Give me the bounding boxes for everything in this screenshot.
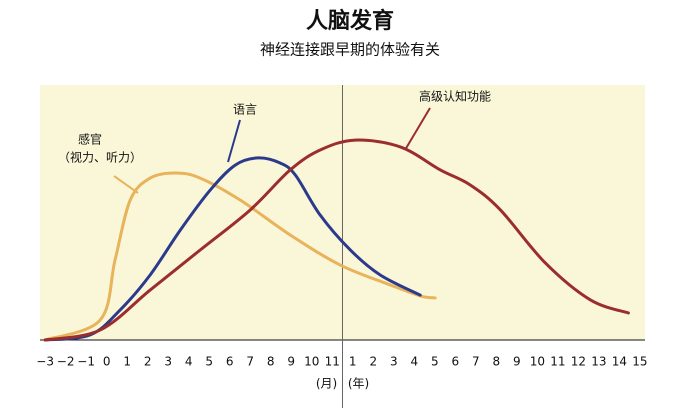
unit-label: (年) xyxy=(348,377,369,391)
series-label: 语言 xyxy=(233,103,257,117)
x-tick-label: 11 xyxy=(550,355,565,369)
x-tick-label: 8 xyxy=(492,355,500,369)
x-tick-label: 1 xyxy=(123,355,131,369)
x-tick-label: −2 xyxy=(57,355,75,369)
x-tick-label: 13 xyxy=(591,355,606,369)
x-tick-label: 10 xyxy=(304,355,319,369)
x-tick-label: 12 xyxy=(571,355,586,369)
x-tick-label: 4 xyxy=(185,355,193,369)
pointer xyxy=(113,175,139,194)
x-tick-label: 9 xyxy=(287,355,295,369)
chart-subtitle: 神经连接跟早期的体验有关 xyxy=(260,41,440,59)
line-series xyxy=(43,156,422,342)
x-tick-label: 5 xyxy=(205,355,213,369)
x-tick-label: 7 xyxy=(472,355,480,369)
x-tick-label: 2 xyxy=(144,355,152,369)
x-tick-label: 8 xyxy=(267,355,275,369)
x-tick-label: 9 xyxy=(513,355,521,369)
pointer xyxy=(227,119,241,163)
x-tick-label: −1 xyxy=(77,355,95,369)
series-label: 感官 xyxy=(78,132,102,147)
x-tick-label: 6 xyxy=(451,355,459,369)
x-tick-label: 3 xyxy=(390,355,398,369)
x-tick-label: 5 xyxy=(431,355,439,369)
chart-title: 人脑发育 xyxy=(306,8,394,34)
line-series xyxy=(43,171,437,342)
x-tick-label: 10 xyxy=(530,355,545,369)
x-tick-label: 4 xyxy=(410,355,418,369)
series-label: 高级认知功能 xyxy=(419,89,491,104)
unit-label: (月) xyxy=(316,377,337,391)
x-tick-label: 14 xyxy=(612,355,627,369)
x-tick-label: 15 xyxy=(632,355,647,369)
x-tick-label: 2 xyxy=(369,355,377,369)
x-tick-label: 6 xyxy=(226,355,234,369)
pointer xyxy=(404,107,431,151)
x-tick-label: 11 xyxy=(325,355,340,369)
x-tick-label: 1 xyxy=(349,355,357,369)
x-tick-label: 7 xyxy=(246,355,254,369)
line-series xyxy=(43,138,630,342)
x-tick-label: 3 xyxy=(164,355,172,369)
series-note: （视力、听力） xyxy=(58,150,142,165)
x-tick-label: −3 xyxy=(36,355,54,369)
x-tick-label: 0 xyxy=(103,355,111,369)
